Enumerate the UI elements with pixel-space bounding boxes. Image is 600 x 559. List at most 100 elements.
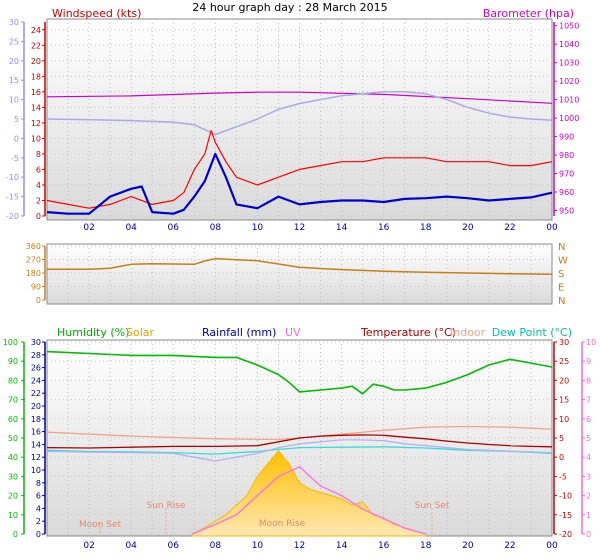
rainfall-axis-tick-label: 28 [31, 351, 41, 360]
windspeed-axis-tick-label: 24 [31, 26, 41, 35]
uv-axis-tick-label: 2 [586, 492, 591, 501]
rainfall-axis-tick-label: 2 [36, 517, 41, 526]
moon-set-label: Moon Set [79, 520, 122, 530]
rainfall-axis-tick-label: 14 [31, 440, 41, 449]
rainfall-axis-tick-label: 4 [36, 504, 41, 513]
legend-temperature: Temperature (°C) [360, 326, 456, 339]
x-tick-label: 16 [378, 223, 390, 233]
x-tick-label: 14 [336, 223, 348, 233]
humidity-axis-tick-label: 50 [8, 434, 18, 443]
legend-indoor: Indoor [450, 326, 486, 339]
series-lines [46, 91, 553, 535]
x-tick-label: 08 [210, 541, 222, 551]
windspeed-axis-tick-label: 6 [36, 165, 41, 174]
outer-left-axis-tick-label: -5 [11, 154, 19, 163]
barometer-line [46, 91, 553, 104]
outer-left-axis-tick-label: -15 [6, 193, 19, 202]
direction-panel-background [46, 243, 553, 305]
sun-rise-label: Sun Rise [147, 501, 186, 511]
temperature-overlay-line [46, 91, 553, 136]
uv-axis-tick-label: 3 [586, 472, 591, 481]
uv-axis-tick-label: 0 [586, 530, 591, 539]
barometer-axis-tick-label: 1040 [559, 40, 579, 49]
temperature-axis-tick-label: 20 [559, 376, 569, 385]
barometer-axis-tick-label: 950 [559, 206, 574, 215]
legend-rainfall: Rainfall (mm) [202, 326, 276, 339]
barometer-axis-tick-label: 960 [559, 188, 574, 197]
temperature-axis-tick-label: -20 [559, 530, 572, 539]
compass-label: S [558, 269, 564, 280]
legend-dew-point: Dew Point (°C) [492, 326, 572, 339]
humidity-axis-tick-label: 10 [8, 511, 18, 520]
rainfall-axis-tick-label: 30 [31, 338, 41, 347]
uv-axis-tick-label: 8 [586, 376, 591, 385]
outer-left-axis-tick-label: 0 [14, 134, 19, 143]
barometer-axis-tick-label: 980 [559, 151, 574, 160]
barometer-axis-tick-label: 970 [559, 170, 574, 179]
rainfall-axis-tick-label: 20 [31, 402, 41, 411]
x-tick-label: 04 [125, 541, 137, 551]
humidity-axis-tick-label: 20 [8, 492, 18, 501]
humidity-axis-tick-label: 80 [8, 376, 18, 385]
outer-left-axis-tick-label: 5 [14, 115, 19, 124]
feels-like-line [46, 439, 553, 462]
x-tick-label: 02 [83, 223, 94, 233]
wind-average-line [46, 152, 553, 215]
temp-panel-legend: Humidity (%) Solar Rainfall (mm) UV Temp… [57, 326, 572, 339]
windspeed-axis-tick-label: 18 [31, 72, 41, 81]
x-tick-label: 18 [420, 541, 432, 551]
x-tick-label: 16 [378, 541, 390, 551]
temperature-axis-tick-label: 0 [559, 453, 564, 462]
temperature-axis-tick-label: 10 [559, 415, 569, 424]
x-tick-label: 00 [546, 541, 558, 551]
compass-label: E [558, 283, 564, 294]
x-tick-label: 20 [462, 541, 474, 551]
outer-left-axis-tick-label: 15 [9, 76, 19, 85]
humidity-axis-tick-label: 30 [8, 472, 18, 481]
outer-left-axis: -20 -15 -10 -5 0 5 10 15 20 25 30 [6, 18, 25, 221]
page-title: 24 hour graph day : 28 March 2015 [192, 1, 387, 14]
compass-label: N [558, 242, 565, 253]
indoor-line [46, 425, 553, 441]
uv-axis-tick-label: 7 [586, 396, 591, 405]
uv-axis-tick-label: 5 [586, 434, 591, 443]
x-tick-label: 04 [125, 223, 137, 233]
x-tick-label: 12 [294, 223, 305, 233]
outer-left-axis-tick-label: 10 [9, 96, 19, 105]
outer-left-axis-tick-label: 30 [9, 18, 19, 27]
rainfall-axis-tick-label: 26 [31, 364, 41, 373]
x-tick-label: 00 [546, 223, 558, 233]
humidity-axis: 0 10 20 30 40 50 60 70 80 90 100 [3, 338, 25, 539]
windspeed-axis-tick-label: 0 [36, 212, 41, 221]
humidity-line [46, 350, 553, 395]
windspeed-axis-tick-label: 14 [31, 103, 41, 112]
barometer-axis-title: Barometer (hpa) [483, 7, 574, 20]
windspeed-axis-tick-label: 10 [31, 134, 41, 143]
windspeed-axis-tick-label: 12 [31, 119, 41, 128]
x-tick-label: 18 [420, 223, 432, 233]
barometer-axis-tick-label: 1010 [559, 96, 579, 105]
humidity-axis-tick-label: 100 [3, 338, 18, 347]
barometer-axis-tick-label: 990 [559, 133, 574, 142]
x-tick-label: 22 [504, 223, 515, 233]
x-tick-label: 12 [294, 541, 305, 551]
humidity-axis-tick-label: 0 [13, 530, 18, 539]
barometer-axis: 950 960 970 980 990 1000 1010 1020 1030 1040 1050 [553, 22, 579, 216]
dew-point-c-line [46, 446, 553, 455]
temperature-axis-tick-label: 5 [559, 434, 564, 443]
direction-degree-axis-tick-label: 0 [36, 296, 41, 305]
temperature-axis-tick-label: 15 [559, 396, 569, 405]
x-tick-label: 22 [504, 541, 515, 551]
temperature-axis-tick-label: 30 [559, 338, 569, 347]
rainfall-axis-tick-label: 22 [31, 389, 41, 398]
uv-line [191, 466, 426, 535]
humidity-axis-tick-label: 90 [8, 357, 18, 366]
windspeed-axis-title: Windspeed (kts) [52, 7, 141, 20]
x-tick-label: 06 [168, 541, 180, 551]
humidity-axis-tick-label: 60 [8, 415, 18, 424]
rainfall-axis-tick-label: 0 [36, 530, 41, 539]
